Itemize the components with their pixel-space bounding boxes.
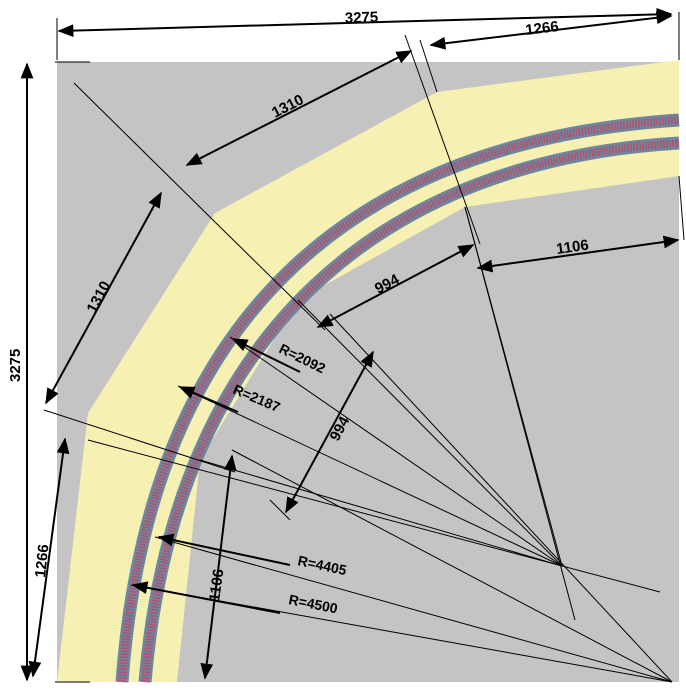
dim-radius-4405 — [157, 533, 291, 566]
radius-line-r4405 — [154, 536, 673, 683]
dim-right-inner — [476, 235, 680, 273]
radius-line-b — [199, 459, 563, 567]
label-inner-bottom: 1106 — [206, 568, 227, 603]
label-right-inner: 1106 — [555, 237, 590, 258]
dim-radius-2187 — [178, 386, 239, 413]
ext-line-top-vertical — [404, 34, 481, 245]
label-left-total: 3275 — [7, 349, 24, 382]
ext-line-upper-left — [73, 82, 216, 223]
dim-inner-bottom — [200, 454, 237, 680]
radius-line-f — [329, 313, 673, 683]
ext-line-upper-mid — [214, 221, 326, 331]
ext-line-right-stop — [678, 175, 685, 241]
label-top-total: 3275 — [345, 9, 379, 27]
dim-top-segment — [429, 11, 673, 50]
dimension-lines — [20, 8, 680, 682]
radius-line-a — [297, 299, 563, 567]
ext-line-inner-tick — [269, 499, 291, 521]
ext-line-right-vertical — [464, 206, 576, 621]
dim-left-bottom — [28, 437, 70, 678]
inner-track-ties — [141, 139, 680, 683]
ext-line-left-long — [87, 439, 661, 593]
outer-track-ties — [118, 116, 680, 683]
label-top-segment: 1266 — [524, 18, 559, 39]
dim-radius-4500 — [131, 581, 281, 614]
label-left-bottom: 1266 — [32, 543, 52, 578]
ext-line-upper-right — [419, 39, 438, 93]
dim-inner-diagonal — [285, 350, 374, 514]
dim-left-diagonal — [45, 191, 162, 405]
dim-radius-2092 — [231, 338, 301, 373]
dim-inner-top — [316, 244, 475, 328]
dim-upper-diagonal — [185, 50, 413, 166]
